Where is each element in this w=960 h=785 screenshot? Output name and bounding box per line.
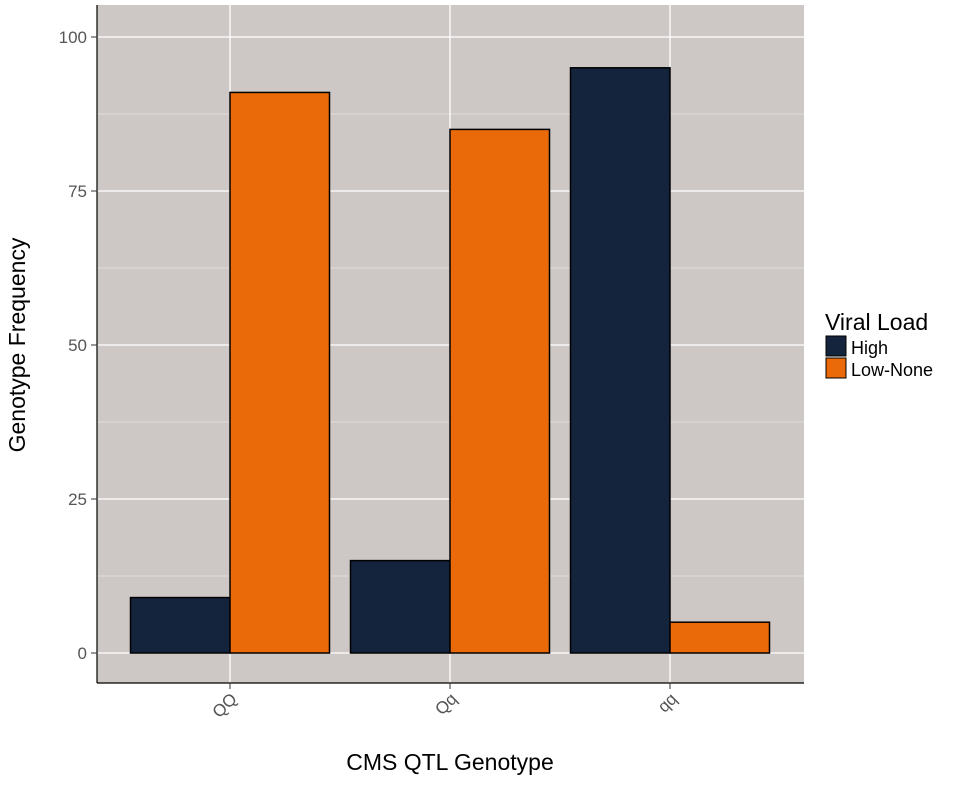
bar-qq-high — [569, 67, 671, 654]
legend-swatch-high — [825, 335, 847, 357]
bar-QQ-low-none — [229, 91, 331, 654]
legend-label-high: High — [851, 338, 888, 358]
bar-Qq-high — [349, 559, 451, 654]
legend-swatch-low-none — [825, 357, 847, 379]
x-ticks: QQ Qq qq — [209, 683, 681, 722]
legend: Viral Load High Low-None — [825, 309, 933, 380]
x-axis-label: CMS QTL Genotype — [346, 749, 554, 775]
x-tick-label: QQ — [209, 689, 241, 721]
y-tick-label: 0 — [78, 644, 87, 663]
y-tick-label: 25 — [68, 490, 87, 509]
y-tick-label: 75 — [68, 182, 87, 201]
y-axis-label: Genotype Frequency — [4, 237, 30, 452]
legend-label-low-none: Low-None — [851, 360, 933, 380]
bar-QQ-high — [129, 596, 231, 654]
bar-Qq-low-none — [449, 128, 551, 654]
x-tick-label: Qq — [431, 689, 460, 718]
y-ticks: 0 25 50 75 100 — [59, 28, 97, 663]
bars — [129, 67, 771, 654]
y-tick-label: 50 — [68, 336, 87, 355]
y-tick-label: 100 — [59, 28, 87, 47]
bar-qq-low-none — [669, 621, 771, 654]
x-tick-label: qq — [654, 689, 681, 716]
legend-title: Viral Load — [825, 309, 928, 335]
